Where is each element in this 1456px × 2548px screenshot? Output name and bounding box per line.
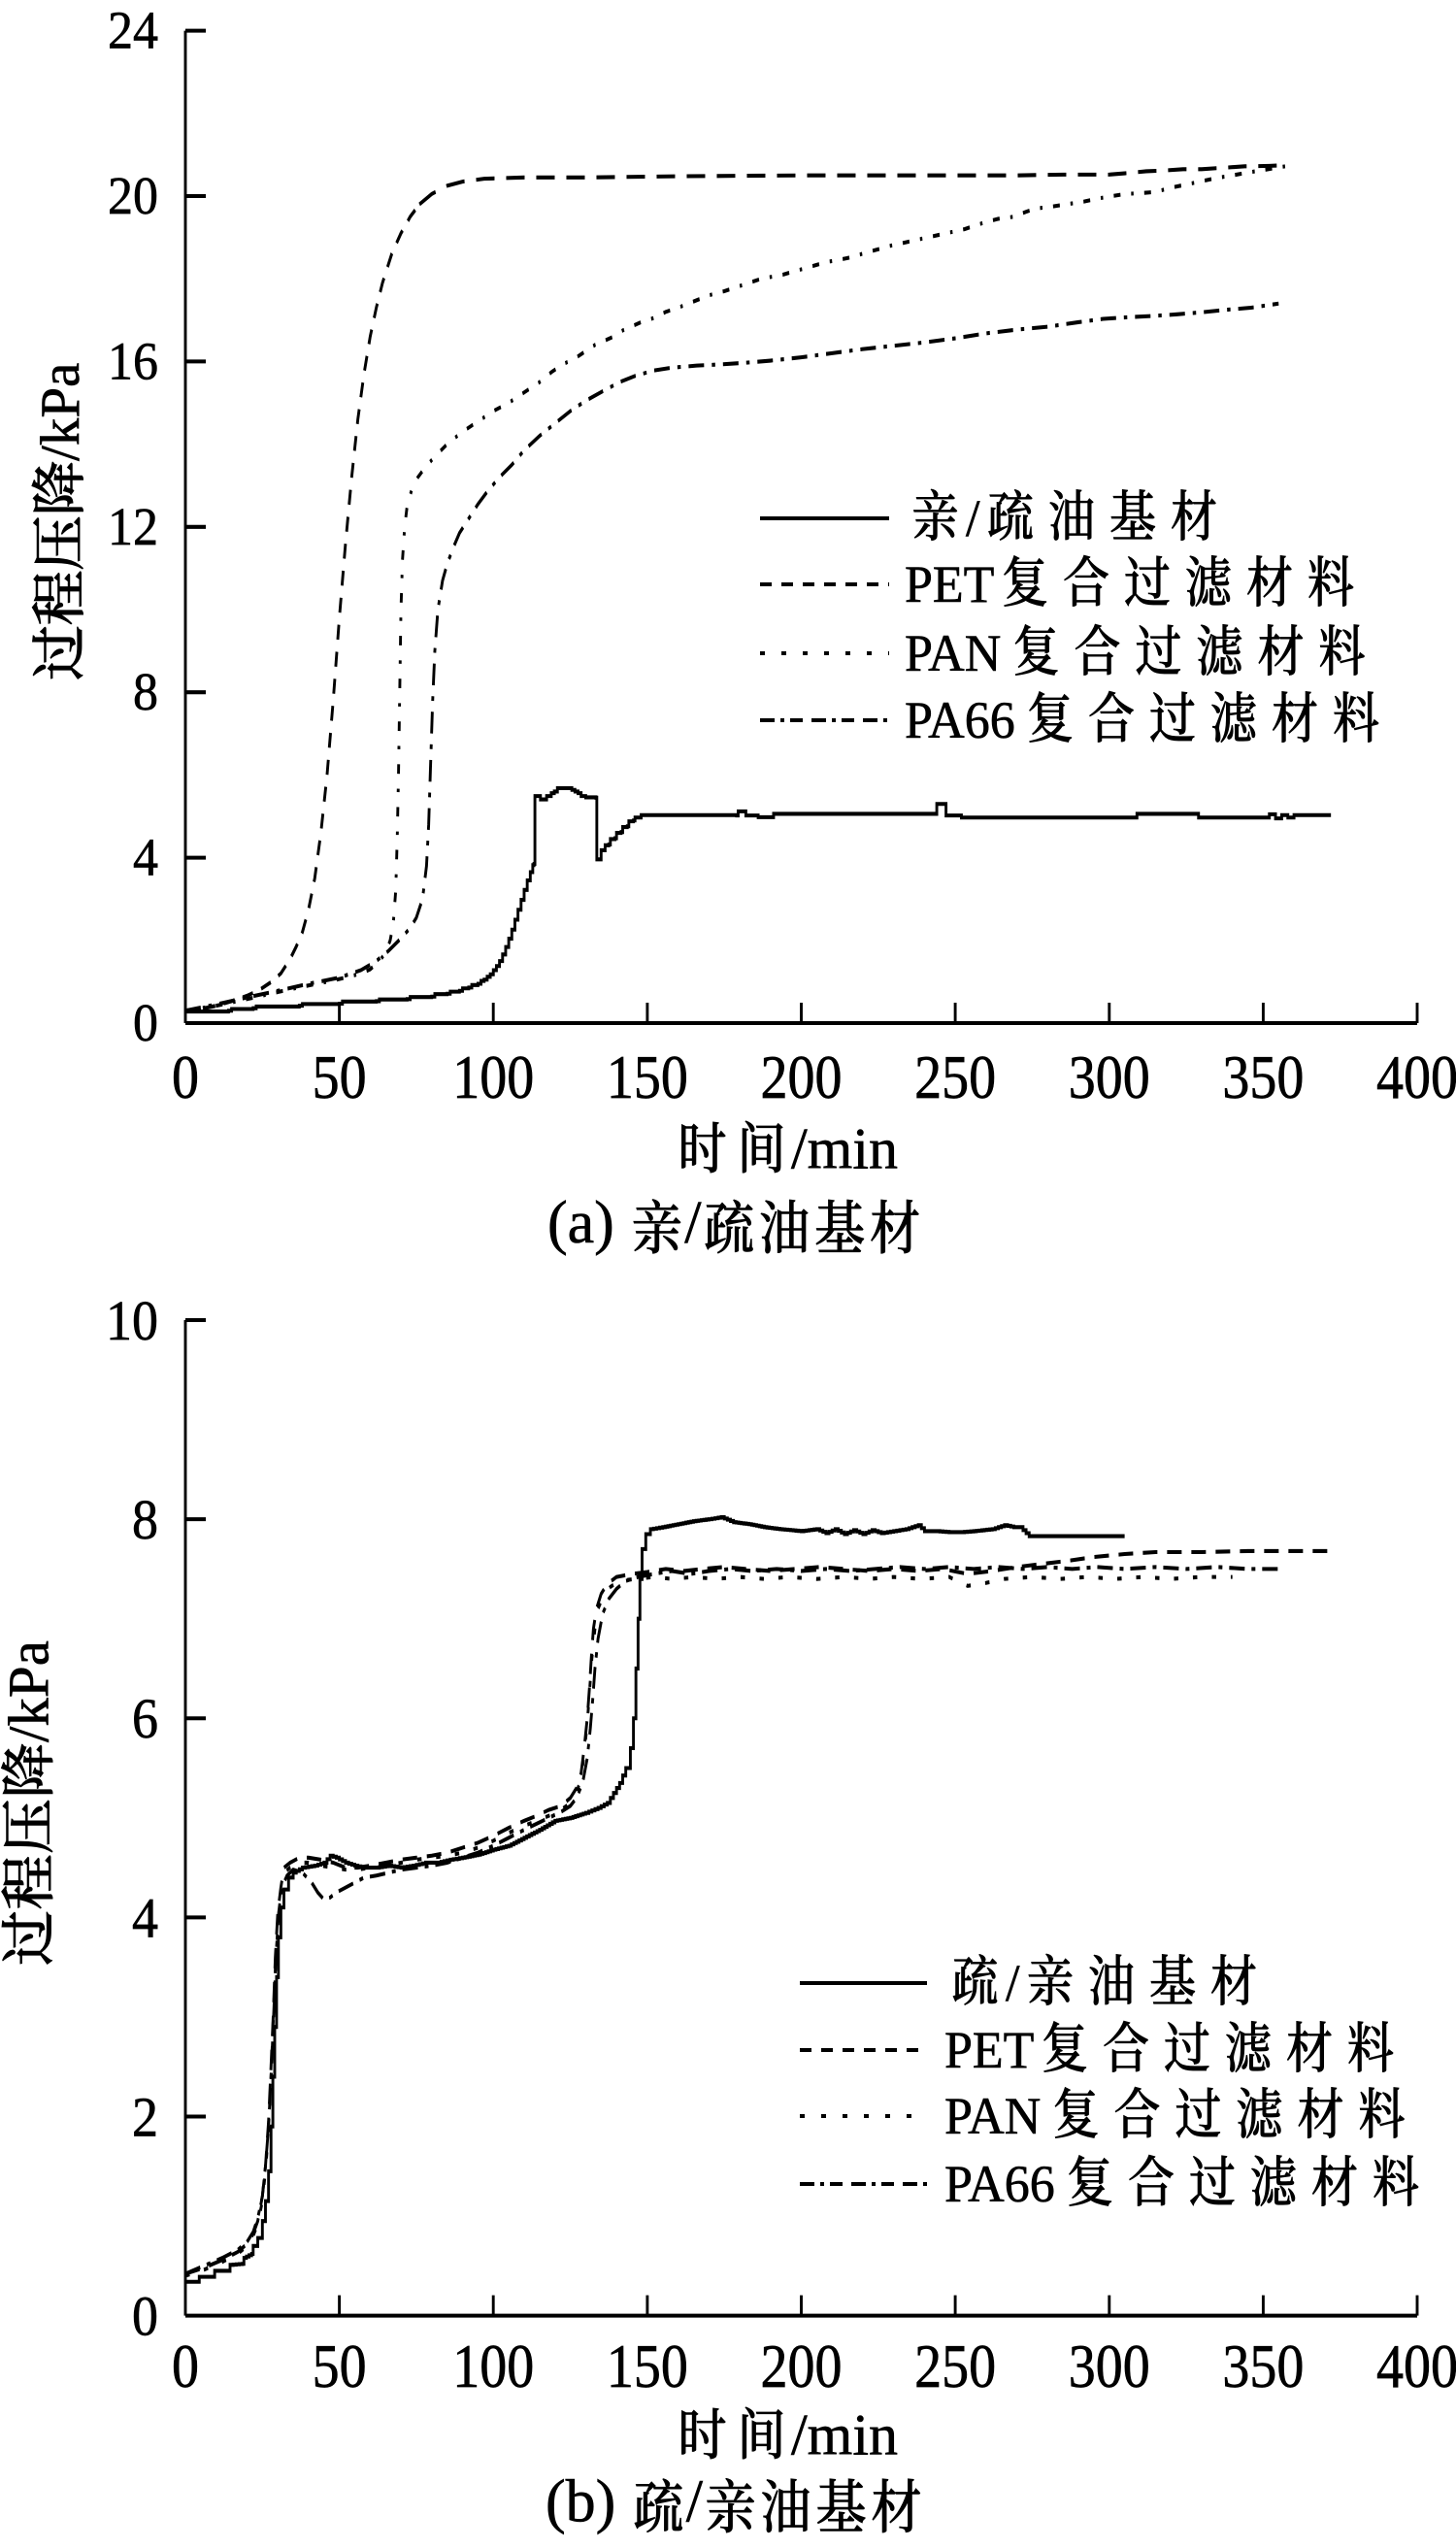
svg-text:4: 4 — [132, 1888, 158, 1950]
svg-text:4: 4 — [133, 827, 158, 886]
svg-text:200: 200 — [761, 2333, 843, 2400]
svg-text:350: 350 — [1222, 2333, 1304, 2400]
svg-text:400: 400 — [1376, 1043, 1456, 1111]
svg-text:150: 150 — [607, 1043, 688, 1111]
svg-text:0: 0 — [132, 2286, 158, 2348]
svg-text:300: 300 — [1069, 2333, 1150, 2400]
svg-text:0: 0 — [133, 993, 158, 1052]
svg-text:PA66: PA66 — [905, 692, 1015, 749]
svg-text:(b): (b) — [546, 2469, 631, 2535]
svg-text:/min: /min — [791, 1117, 898, 1181]
svg-text:(a): (a) — [547, 1190, 629, 1256]
svg-text:PAN: PAN — [905, 625, 1001, 682]
svg-text:250: 250 — [914, 1043, 996, 1111]
svg-text:12: 12 — [108, 497, 158, 556]
svg-text:100: 100 — [452, 1043, 534, 1111]
svg-text:400: 400 — [1376, 2333, 1456, 2400]
svg-text:10: 10 — [106, 1290, 158, 1352]
svg-text:50: 50 — [313, 1043, 367, 1111]
svg-text:6: 6 — [132, 1688, 158, 1750]
svg-text:/: / — [686, 2469, 704, 2535]
svg-text:0: 0 — [172, 1043, 199, 1111]
svg-text:350: 350 — [1222, 1043, 1304, 1111]
svg-text:PA66: PA66 — [944, 2156, 1055, 2213]
svg-text:250: 250 — [914, 2333, 996, 2400]
svg-text:8: 8 — [132, 1489, 158, 1551]
svg-text:PET: PET — [905, 556, 994, 613]
svg-text:200: 200 — [761, 1043, 843, 1111]
svg-text:100: 100 — [452, 2333, 534, 2400]
svg-text:20: 20 — [108, 166, 158, 225]
svg-text:300: 300 — [1069, 1043, 1150, 1111]
svg-text:/: / — [684, 1190, 702, 1256]
svg-text:/kPa: /kPa — [30, 363, 91, 461]
svg-text:PAN: PAN — [944, 2088, 1041, 2145]
svg-text:0: 0 — [172, 2333, 199, 2400]
svg-text:150: 150 — [607, 2333, 688, 2400]
svg-text:/: / — [1006, 1955, 1020, 2012]
svg-text:/: / — [966, 490, 980, 547]
svg-text:16: 16 — [108, 331, 158, 390]
svg-text:PET: PET — [944, 2022, 1034, 2079]
svg-text:/min: /min — [791, 2403, 898, 2467]
svg-text:/kPa: /kPa — [0, 1640, 61, 1742]
svg-text:24: 24 — [108, 0, 158, 59]
svg-text:50: 50 — [313, 2333, 367, 2400]
svg-text:2: 2 — [132, 2087, 158, 2149]
svg-text:8: 8 — [133, 662, 158, 721]
